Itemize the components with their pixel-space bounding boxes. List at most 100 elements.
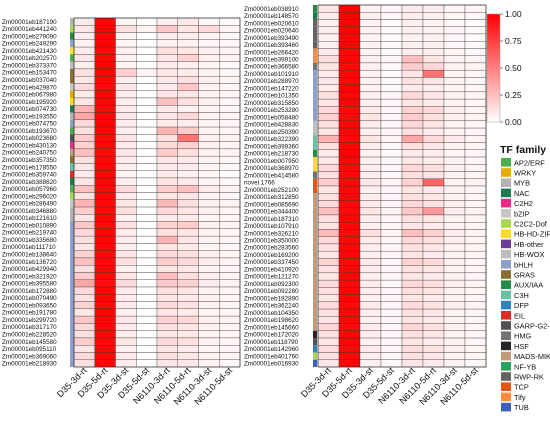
heatmap-cell (219, 235, 241, 244)
heatmap-cell (136, 221, 158, 230)
heatmap-cell (401, 207, 424, 216)
heatmap-cell (94, 214, 116, 222)
heatmap-cell (73, 272, 95, 280)
heatmap-cell (94, 228, 116, 237)
heatmap-cell (115, 32, 137, 40)
heatmap-cell (338, 359, 361, 368)
heatmap-cell (136, 286, 158, 295)
heatmap-cell (464, 214, 487, 223)
heatmap-cell (198, 83, 220, 91)
heatmap-cell (464, 33, 487, 42)
row-label: Zm00001eb092280 (244, 288, 299, 295)
heatmap-cell (359, 352, 382, 360)
family-bar-cell (70, 287, 74, 295)
row-label: Zm00001eb172020 (244, 332, 299, 339)
heatmap-cell (136, 345, 158, 353)
row-label: Zm00001eb057960 (2, 186, 57, 193)
heatmap-cell (359, 19, 382, 27)
row-label: Zm00001eb362240 (244, 303, 299, 310)
heatmap-cell (401, 287, 424, 295)
family-bar-cell (70, 177, 74, 186)
heatmap-cell (443, 33, 466, 42)
legend-label: HMG (514, 332, 531, 341)
heatmap-cell (380, 287, 403, 295)
heatmap-cell (464, 265, 487, 274)
row-label: Zm00001eb296020 (2, 193, 57, 200)
family-bar-cell (313, 113, 317, 121)
heatmap-cell (177, 46, 199, 55)
heatmap-cell (73, 105, 95, 113)
heatmap-cell (317, 229, 340, 237)
heatmap-cell (464, 69, 487, 78)
heatmap-cell (198, 39, 220, 48)
family-bar-cell (70, 345, 74, 353)
heatmap-cell (136, 330, 158, 339)
heatmap-cell (338, 294, 361, 303)
legend-swatch (501, 392, 511, 402)
heatmap-cell (401, 171, 424, 179)
heatmap-cell (136, 105, 158, 113)
heatmap-cell (156, 243, 178, 251)
legend-label: HB-other (514, 240, 544, 249)
heatmap-cell (380, 229, 403, 237)
row-label: Zm00001eb410920 (244, 266, 299, 273)
row-label: Zm00001eb218930 (2, 361, 57, 368)
heatmap-cell (219, 359, 241, 368)
heatmap-cell (73, 294, 95, 302)
family-bar-cell (70, 199, 74, 208)
heatmap-cell (464, 77, 487, 85)
heatmap-cell (156, 221, 178, 230)
heatmap-cell (359, 12, 382, 20)
heatmap-cell (422, 200, 445, 208)
heatmap-cell (464, 236, 487, 245)
heatmap-cell (156, 185, 178, 193)
heatmap-cell (359, 113, 382, 122)
legend-swatch (501, 219, 511, 228)
heatmap-cell (198, 228, 220, 237)
heatmap-cell (317, 149, 340, 158)
heatmap-cell (198, 359, 220, 368)
heatmap-cell (443, 337, 466, 346)
row-label: Zm00001eb350000 (244, 238, 299, 245)
heatmap-cell (401, 127, 424, 136)
heatmap-cell (177, 214, 199, 222)
family-bar-cell (313, 84, 317, 92)
legend-label: MADS-MIKC (514, 352, 550, 361)
heatmap-cell (136, 192, 158, 200)
heatmap-cell (156, 272, 178, 280)
heatmap-cell (359, 185, 382, 194)
legend-label: NF-YB (514, 362, 536, 371)
family-bar-cell (70, 185, 74, 193)
heatmap-cell (464, 222, 487, 230)
row-label: Zm00001eb058480 (244, 114, 299, 121)
family-bar-cell (70, 83, 74, 91)
heatmap-cell (464, 26, 487, 35)
heatmap-cell (338, 301, 361, 310)
row-label: Zm00001eb430130 (2, 142, 57, 149)
heatmap-cell (359, 4, 382, 13)
family-bar-cell (70, 228, 74, 237)
heatmap-cell (219, 352, 241, 360)
heatmap-cell (115, 192, 137, 200)
row-label: Zm00001eb240750 (2, 150, 57, 157)
legend-label: NAC (514, 189, 530, 198)
heatmap-cell (401, 4, 424, 13)
heatmap-cell (115, 185, 137, 193)
heatmap-cell (94, 177, 116, 186)
legend-swatch (501, 331, 511, 340)
heatmap-cell (156, 39, 178, 48)
heatmap-cell (219, 214, 241, 222)
heatmap-cell (401, 265, 424, 274)
heatmap-cell (338, 243, 361, 252)
legend-swatch (501, 321, 511, 330)
heatmap-cell (73, 345, 95, 353)
row-label: Zm00001eb315850 (244, 100, 299, 107)
heatmap-cell (443, 193, 466, 201)
row-label: Zm00001eb148570 (244, 13, 299, 20)
heatmap-cell (177, 294, 199, 302)
heatmap-cell (443, 106, 466, 114)
family-bar-cell (313, 48, 317, 56)
legend-label: DFP (514, 301, 529, 310)
heatmap-cell (73, 330, 95, 339)
heatmap-cell (380, 106, 403, 114)
